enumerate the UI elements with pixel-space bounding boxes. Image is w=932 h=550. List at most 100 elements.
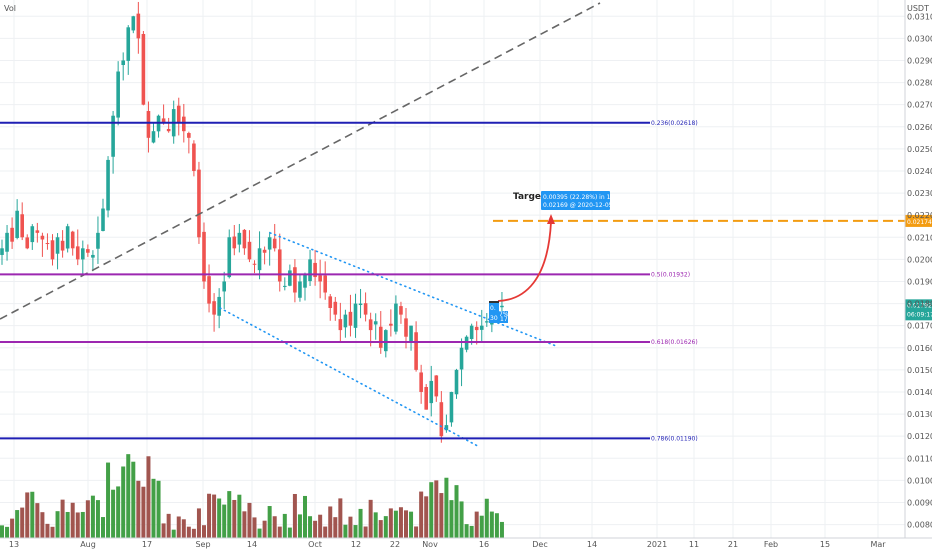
volume-bar — [287, 527, 292, 538]
measure-text-1: 0. — [490, 305, 496, 312]
volume-bar — [409, 511, 414, 538]
candle-body — [358, 303, 363, 306]
candle-body — [5, 232, 9, 252]
price-tick-label: 0.01000 — [907, 476, 932, 485]
target-price-tag — [905, 214, 932, 227]
price-tick-label: 0.01900 — [907, 277, 932, 286]
volume-bar — [75, 512, 80, 538]
volume-bar — [494, 513, 499, 538]
projection-arrow — [497, 221, 552, 302]
volume-bar — [353, 525, 358, 538]
volume-bar — [474, 511, 479, 538]
candle-body — [414, 332, 418, 370]
time-tick-label: 14 — [587, 540, 597, 549]
channel-upper — [269, 232, 556, 347]
candle-body — [227, 237, 232, 278]
candle-body — [293, 267, 297, 293]
time-tick-label: 12 — [351, 540, 361, 549]
volume-bar — [333, 517, 338, 538]
volume-bars — [0, 454, 504, 538]
volume-bar — [146, 456, 151, 538]
candle-body — [81, 248, 85, 260]
volume-bar — [101, 517, 105, 538]
candle-body — [176, 105, 181, 123]
time-tick-label: Feb — [764, 540, 778, 549]
candle-body — [35, 230, 40, 233]
volume-bar — [247, 502, 252, 538]
candle-body — [202, 231, 206, 282]
volume-bar — [227, 491, 232, 538]
volume-bar — [60, 499, 65, 538]
candle-body — [237, 232, 242, 245]
volume-bar — [297, 514, 302, 538]
volume-bar — [429, 482, 434, 538]
price-tick-label: 0.01200 — [907, 432, 932, 441]
candle-body — [121, 60, 125, 66]
candle-body — [384, 330, 388, 352]
candle-body — [394, 303, 398, 332]
candle-body — [116, 71, 120, 118]
volume-bar — [388, 508, 393, 538]
volume-bar — [10, 518, 15, 538]
volume-bar — [65, 511, 70, 538]
volume-bar — [393, 510, 398, 538]
volume-bar — [176, 516, 181, 538]
target-label: Target — [513, 192, 546, 202]
volume-bar — [121, 466, 126, 538]
candle-body — [0, 248, 4, 255]
candle-body — [303, 274, 307, 288]
price-tick-label: 0.02600 — [907, 123, 932, 132]
volume-bar — [257, 528, 262, 538]
candle-body — [469, 325, 474, 339]
candle-body — [141, 33, 146, 105]
volume-bar — [338, 498, 343, 538]
volume-bar — [0, 525, 4, 538]
candle-body — [318, 275, 322, 282]
candle-body — [217, 296, 221, 316]
candle-body — [288, 270, 292, 286]
candle-body — [313, 262, 317, 278]
channel-lower — [219, 307, 481, 449]
volume-bar — [70, 502, 75, 538]
fib-0618-label: 0.618(0.01626) — [651, 339, 698, 346]
measure-text-2: 7% — [499, 311, 509, 318]
time-tick-label: 22 — [390, 540, 400, 549]
volume-bar — [126, 454, 131, 538]
volume-bar — [439, 493, 444, 538]
volume-bar — [80, 511, 85, 538]
candle-body — [419, 372, 423, 392]
vol-label: Vol — [4, 4, 16, 13]
measure-box-right — [498, 311, 508, 323]
candle-body — [146, 111, 151, 138]
volume-bar — [202, 525, 206, 538]
time-tick-label: 21 — [728, 540, 738, 549]
volume-bar — [50, 526, 55, 538]
measure-text-3: 30 — [490, 315, 498, 322]
price-tick-label: 0.00800 — [907, 521, 932, 530]
price-tick-label: 0.03000 — [907, 34, 932, 43]
fib-05-label: 0.5(0.01932) — [651, 271, 690, 278]
volume-bar — [378, 520, 383, 538]
volume-bar — [181, 519, 186, 538]
time-axis[interactable]: 13 Aug 17 Sep 14 Oct 12 22 Nov 16 Dec 14 2021 11 21 Feb… — [0, 537, 932, 549]
candle-body — [424, 387, 428, 410]
volume-bar — [156, 480, 161, 538]
volume-bar — [459, 501, 464, 538]
price-axis[interactable]: 0.03100 0.03000 0.02900 0.02800 0.02700 0.026… — [904, 0, 932, 538]
countdown-text: 06:09:17 — [907, 311, 932, 318]
volume-bar — [85, 500, 90, 538]
price-tick-label: 0.01300 — [907, 410, 932, 419]
volume-bar — [277, 526, 282, 538]
time-tick-label: 13 — [9, 540, 19, 549]
candlestick-series — [0, 1, 504, 443]
volume-bar — [358, 508, 363, 538]
time-tick-label: Oct — [308, 540, 322, 549]
candle-body — [212, 301, 216, 315]
candle-body — [444, 425, 449, 431]
candle-body — [187, 133, 191, 138]
drawings-layer: 0.236(0.02618) 0.5(0.01932) 0.618(0.01626)… — [0, 2, 932, 449]
volume-bar — [303, 495, 307, 538]
candle-body — [25, 237, 30, 249]
candle-body — [434, 375, 439, 397]
